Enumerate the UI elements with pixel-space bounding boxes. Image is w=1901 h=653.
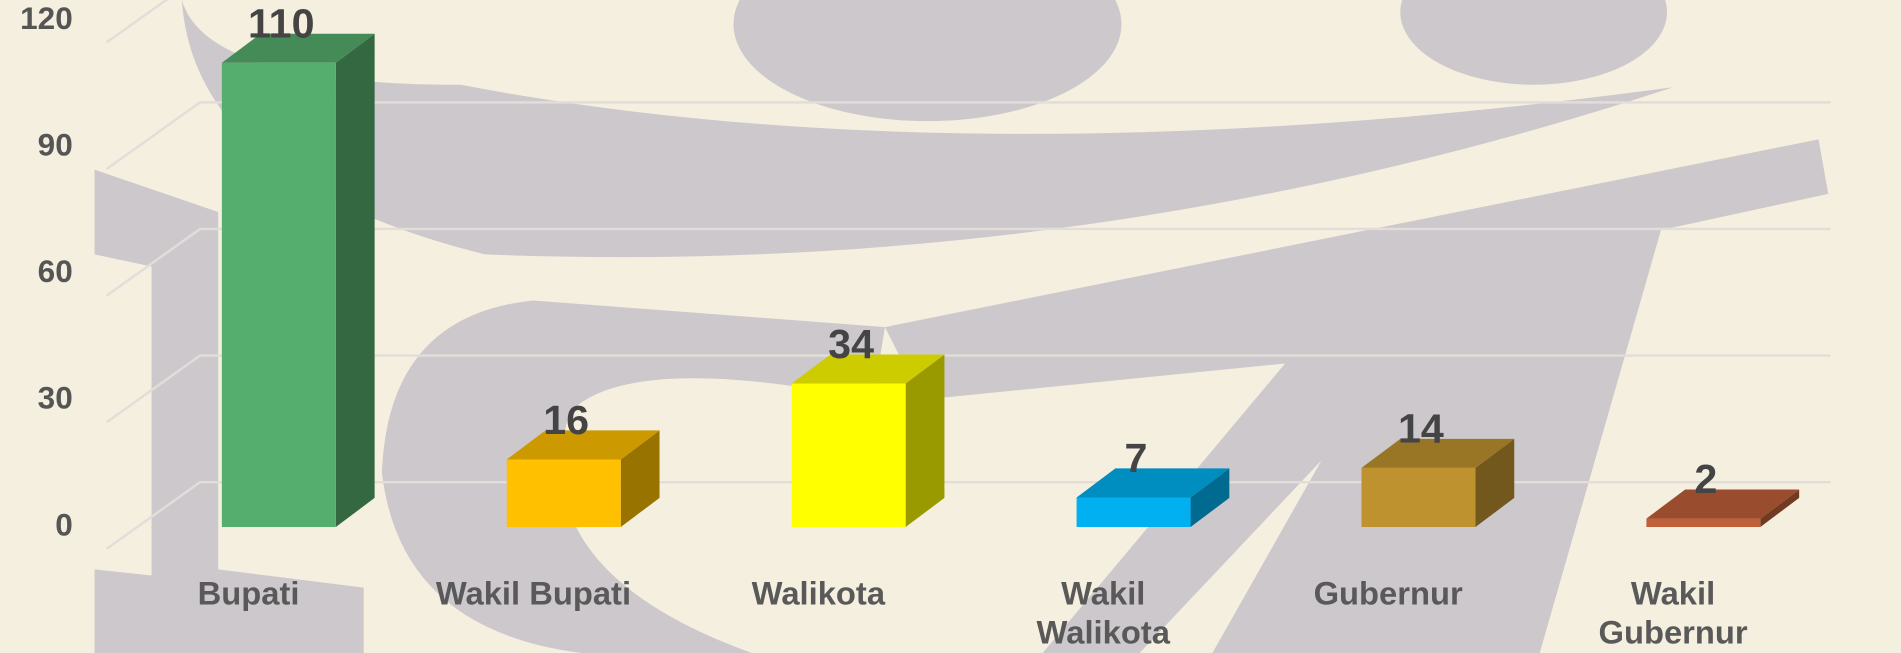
bar-top [506,430,660,460]
y-tick-label: 30 [38,380,73,416]
x-tick-label: Wakil Walikota [1036,575,1170,651]
data-label: 2 [1694,456,1717,502]
bar-side [620,430,660,528]
bar [1361,467,1476,528]
grid-line [105,354,1831,424]
x-tick-label-box: Gubernur [1313,575,1463,612]
bar-side [1760,489,1800,528]
y-tick-label: 0 [55,506,73,542]
bar [1646,518,1761,528]
x-tick-label-box: Wakil Walikota [1036,575,1170,651]
bar-side [1190,468,1230,528]
bar [791,383,906,528]
data-label: 110 [248,0,314,46]
grid-line [105,101,1831,170]
bar-top [1646,489,1800,519]
x-tick-label: Gubernur [1313,575,1463,612]
data-label: 16 [543,397,589,443]
bar-top [1076,468,1230,498]
grid-line [105,480,1831,550]
bar-side [905,354,945,528]
data-label: 7 [1125,435,1148,481]
y-tick-label: 60 [38,253,73,289]
y-tick-label: 90 [38,127,73,163]
x-tick-label: Wakil Gubernur [1598,575,1748,651]
x-tick-label-box: Wakil Gubernur [1598,575,1748,651]
bar-top [221,33,375,63]
bar-side [335,33,375,528]
bar [1076,497,1191,528]
bar-top [1361,438,1515,468]
x-tick-label: Bupati [197,575,300,612]
x-tick-label-box: Bupati [197,575,300,612]
data-label: 14 [1398,405,1444,451]
x-tick-label-box: Walikota [751,575,886,612]
bar-side [1475,438,1515,528]
x-tick-label: Wakil Bupati [435,575,632,612]
bar-top [791,354,945,384]
bar [221,62,336,528]
bars: 110 Bupati 16 Wakil Bupati 34 Walikota 7 Wakil … [197,0,1800,651]
data-label: 34 [828,321,874,367]
grid-line [105,0,169,44]
bar [506,459,621,528]
grid-line [105,227,1831,297]
x-tick-label-box: Wakil Bupati [435,575,632,612]
watermark [94,0,1829,653]
y-tick-label: 120 [20,0,73,36]
grid: 0 30 60 90 120 [20,0,1831,550]
x-tick-label: Walikota [751,575,886,612]
